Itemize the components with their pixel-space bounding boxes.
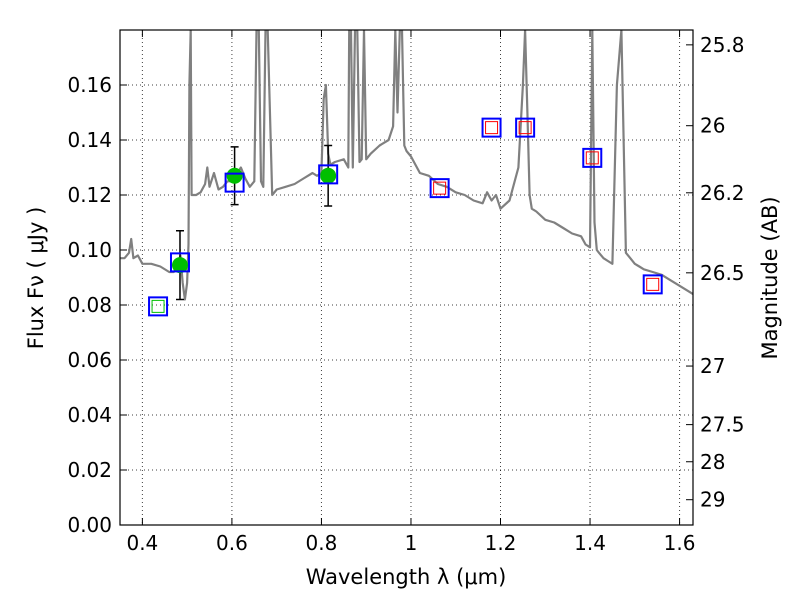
sed-line [120, 30, 693, 301]
y2-tick-label: 26 [700, 114, 725, 138]
observed-point [171, 257, 188, 274]
upper-limit-square [518, 121, 532, 135]
marker-layer [148, 117, 663, 317]
grid [120, 30, 693, 526]
x-tick-label: 0.6 [216, 531, 248, 555]
y-tick-label: 0.10 [67, 238, 112, 262]
x-tick-label: 1 [405, 531, 418, 555]
model-square [481, 117, 502, 138]
y2-tick-label: 27 [700, 354, 725, 378]
y2-axis-label: Magnitude (AB) [758, 196, 782, 359]
y2-tick-label: 29 [700, 488, 725, 512]
y2-tick-label: 26.5 [700, 261, 745, 285]
y-tick-label: 0.08 [67, 293, 112, 317]
y-tick-label: 0.06 [67, 348, 112, 372]
model-square [582, 147, 603, 168]
non-detection-square [151, 299, 165, 313]
y-axis-label: Flux Fν ( μJy ) [24, 207, 48, 350]
model-square [318, 164, 339, 185]
model-square [642, 274, 663, 295]
x-tick-label: 1.4 [574, 531, 606, 555]
y-tick-label: 0.12 [67, 183, 112, 207]
y-tick-label: 0.04 [67, 403, 112, 427]
y-tick-label: 0.02 [67, 458, 112, 482]
plot-frame [119, 29, 694, 526]
x-tick-label: 0.8 [306, 531, 338, 555]
y2-tick-label: 28 [700, 450, 725, 474]
model-square [515, 117, 536, 138]
sed-curve-layer [120, 30, 693, 301]
model-square [429, 178, 450, 199]
upper-limit-square [585, 151, 599, 165]
upper-limit-square [433, 181, 447, 195]
upper-limit-square [485, 121, 499, 135]
y-tick-label: 0.14 [67, 128, 112, 152]
observed-point [320, 167, 337, 184]
x-tick-label: 1.2 [485, 531, 517, 555]
upper-limit-square [646, 277, 660, 291]
observed-point [226, 167, 243, 184]
model-square [224, 172, 245, 193]
y-tick-label: 0.16 [67, 73, 112, 97]
axes: 0.4 0.6 0.8 1 1.2 1.4 1.6 0.00 0.02 0.04 0.06 0.08 0… [67, 30, 745, 555]
model-square [148, 296, 169, 317]
y2-tick-label: 27.5 [700, 413, 745, 437]
y2-tick-label: 26.2 [700, 181, 745, 205]
x-tick-label: 0.4 [126, 531, 158, 555]
x-tick-label: 1.6 [664, 531, 696, 555]
y2-tick-label: 25.8 [700, 33, 745, 57]
x-axis-label: Wavelength λ (μm) [306, 565, 507, 589]
y-tick-label: 0.00 [67, 513, 112, 537]
model-square [169, 252, 190, 273]
